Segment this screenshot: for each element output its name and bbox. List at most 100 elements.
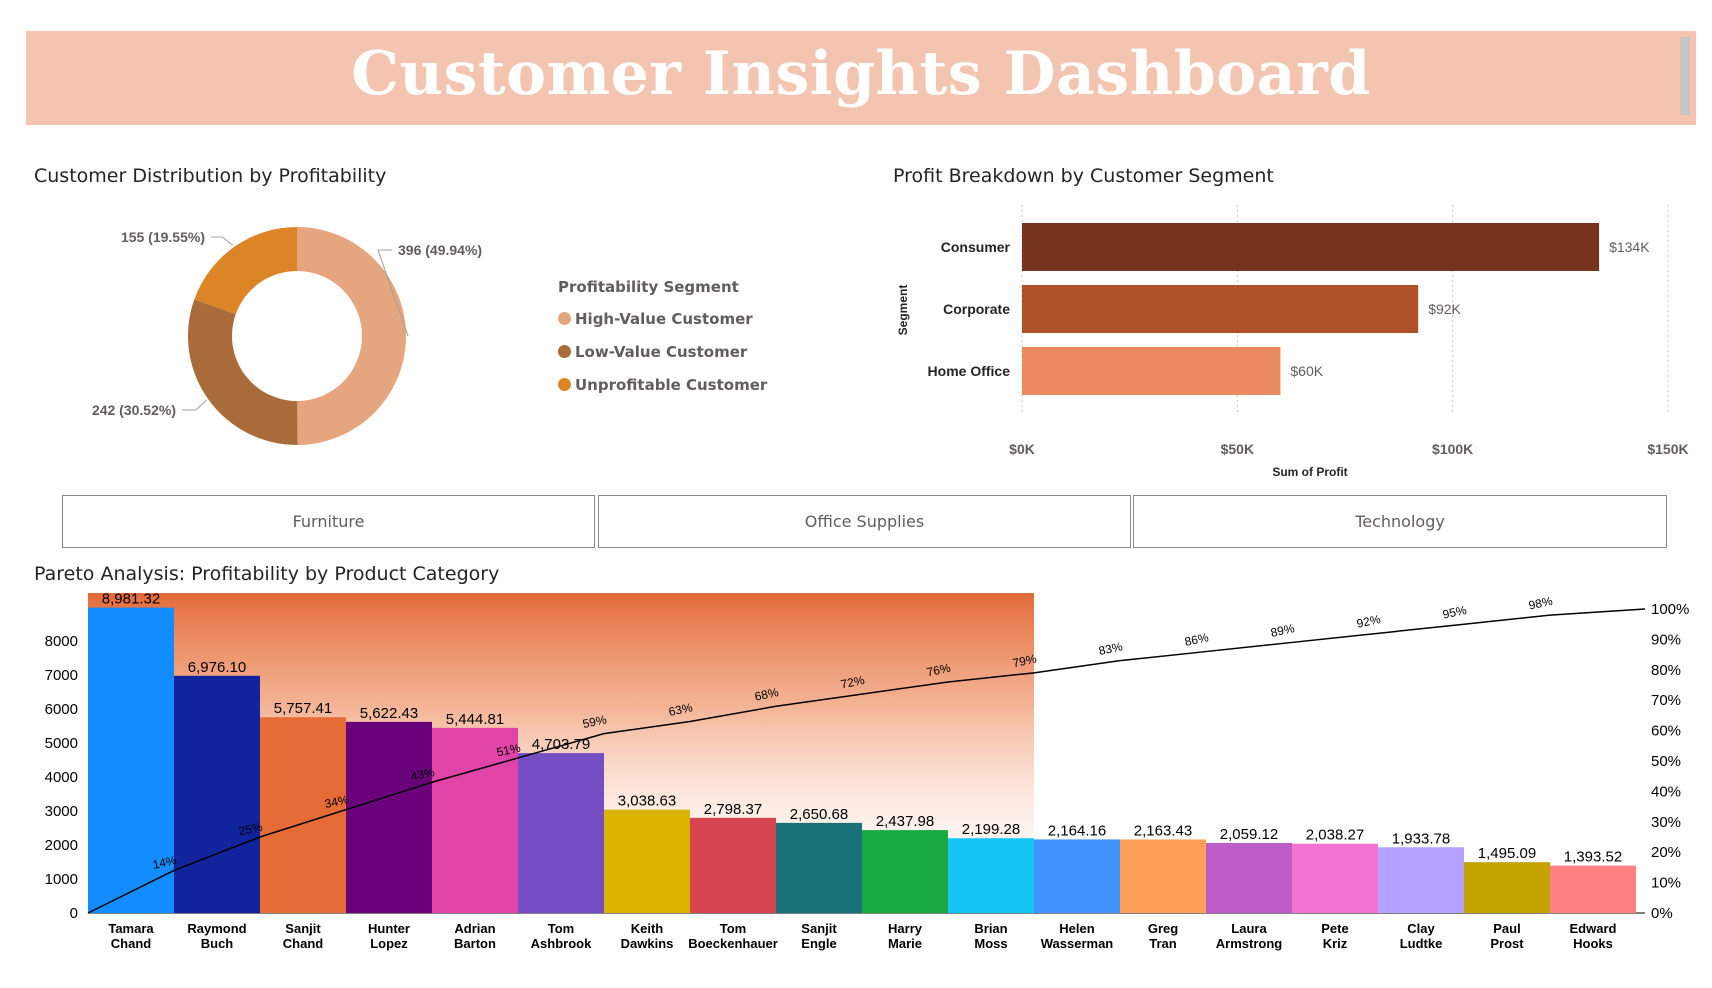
x-category-label-line2: Hooks — [1573, 936, 1613, 951]
cumulative-percent-line — [87, 608, 1646, 914]
y-tick-label: 0 — [70, 905, 78, 922]
pareto-chart: 0 1000 2000 3000 4000 5000 6000 7000 8000 0% 10% 20… — [45, 591, 1690, 951]
bar-value-label: 5,444.81 — [446, 711, 504, 728]
header-scrollbar[interactable] — [1680, 37, 1690, 115]
pareto-bar — [1464, 862, 1550, 913]
y-tick-label: 1000 — [45, 871, 78, 888]
pareto-bar — [174, 675, 260, 913]
bar-value-label: 4,703.79 — [532, 736, 590, 753]
pareto-bar — [690, 817, 776, 913]
legend-dot — [558, 312, 571, 325]
x-category-label-line2: Tran — [1149, 936, 1177, 951]
cumulative-percent-label: 76% — [925, 661, 952, 680]
x-category-label-line2: Buch — [201, 936, 234, 951]
donut-data-label: 155 (19.55%) — [121, 229, 205, 245]
x-category-label-line1: Tamara — [108, 921, 154, 936]
donut-leader-line — [377, 249, 409, 336]
bar-value-label: 5,622.43 — [360, 705, 418, 722]
pareto-bar — [776, 822, 862, 913]
y-category-label: Home Office — [928, 363, 1011, 379]
pareto-bar — [1378, 847, 1464, 913]
cumulative-percent-label: 72% — [839, 673, 866, 692]
x-category-label-line2: Moss — [974, 936, 1007, 951]
x-category-label-line2: Boeckenhauer — [688, 936, 778, 951]
legend-dot — [558, 378, 571, 391]
cumulative-percent-label: 63% — [667, 700, 694, 719]
slicer-technology[interactable]: Technology — [1133, 495, 1667, 548]
y-tick-label: 2000 — [45, 837, 78, 854]
y-tick-label: 7000 — [45, 667, 78, 684]
bar-value-label: 2,038.27 — [1306, 827, 1364, 844]
x-category-label-line1: Paul — [1493, 921, 1520, 936]
bar-chart-title: Profit Breakdown by Customer Segment — [893, 165, 1274, 187]
header-banner: Customer Insights Dashboard — [26, 31, 1696, 125]
y-tick-label: 8000 — [45, 633, 78, 650]
cumulative-percent-label: 51% — [495, 741, 522, 760]
y2-tick-label: 100% — [1651, 601, 1689, 618]
x-category-label-line1: Raymond — [187, 921, 246, 936]
legend-item-high-value[interactable]: High-Value Customer — [558, 302, 767, 335]
bar-data-label: $60K — [1290, 363, 1323, 379]
bar-data-label: $134K — [1609, 239, 1650, 255]
cumulative-percent-label: 14% — [151, 853, 178, 872]
x-category-label-line1: Tom — [720, 921, 746, 936]
legend-label: Unprofitable Customer — [575, 375, 768, 394]
x-category-label-line1: Adrian — [454, 921, 495, 936]
x-category-label-line2: Chand — [283, 936, 324, 951]
donut-data-label: 242 (30.52%) — [92, 402, 176, 418]
x-category-label-line1: Laura — [1231, 921, 1267, 936]
legend-item-low-value[interactable]: Low-Value Customer — [558, 335, 767, 368]
x-category-label-line1: Greg — [1148, 921, 1178, 936]
x-category-label-line2: Barton — [454, 936, 496, 951]
donut-slice — [194, 227, 297, 315]
cumulative-percent-label: 86% — [1183, 630, 1210, 649]
y2-tick-label: 10% — [1651, 875, 1681, 892]
y2-tick-label: 60% — [1651, 723, 1681, 740]
x-category-label-line1: Tom — [548, 921, 574, 936]
bar-value-label: 2,437.98 — [876, 813, 934, 830]
bar-value-label: 2,059.12 — [1220, 826, 1278, 843]
pareto-chart-title: Pareto Analysis: Profitability by Produc… — [34, 563, 500, 585]
legend-dot — [558, 345, 571, 358]
cumulative-percent-label: 68% — [753, 685, 780, 704]
legend-item-unprofitable[interactable]: Unprofitable Customer — [558, 368, 767, 401]
y2-tick-label: 90% — [1651, 631, 1681, 648]
bar-value-label: 3,038.63 — [618, 793, 676, 810]
cumulative-percent-label: 25% — [237, 820, 264, 839]
bar-home-office — [1022, 347, 1281, 395]
donut-slice — [297, 227, 406, 445]
x-tick-label: $150K — [1647, 441, 1688, 457]
x-category-label-line1: Helen — [1059, 921, 1094, 936]
y2-tick-label: 80% — [1651, 662, 1681, 679]
bar-value-label: 2,163.43 — [1134, 822, 1192, 839]
bar-value-label: 8,981.32 — [102, 591, 160, 608]
bar-value-label: 2,164.16 — [1048, 822, 1106, 839]
pareto-bar — [1206, 842, 1292, 913]
slicer-office-supplies[interactable]: Office Supplies — [598, 495, 1131, 548]
slicer-furniture[interactable]: Furniture — [62, 495, 595, 548]
y-tick-label: 4000 — [45, 769, 78, 786]
x-category-label-line1: Harry — [888, 921, 923, 936]
x-category-label-line2: Chand — [111, 936, 152, 951]
x-category-label-line1: Sanjit — [285, 921, 321, 936]
bar-value-label: 2,199.28 — [962, 821, 1020, 838]
donut-chart-title: Customer Distribution by Profitability — [34, 165, 387, 187]
cumulative-percent-label: 92% — [1355, 612, 1382, 631]
donut-data-label: 396 (49.94%) — [398, 242, 482, 258]
y2-tick-label: 70% — [1651, 692, 1681, 709]
y2-tick-label: 30% — [1651, 814, 1681, 831]
x-category-label-line2: Engle — [801, 936, 836, 951]
pareto-bar — [1292, 843, 1378, 913]
x-category-label-line2: Dawkins — [621, 936, 674, 951]
bar-data-label: $92K — [1428, 301, 1461, 317]
y2-tick-label: 50% — [1651, 753, 1681, 770]
cumulative-percent-label: 59% — [581, 712, 608, 731]
x-category-label-line1: Sanjit — [801, 921, 837, 936]
x-category-label-line1: Edward — [1570, 921, 1617, 936]
x-category-label-line2: Marie — [888, 936, 922, 951]
x-category-label-line2: Armstrong — [1216, 936, 1283, 951]
x-category-label-line1: Brian — [974, 921, 1007, 936]
y2-tick-label: 20% — [1651, 844, 1681, 861]
pareto-bar — [1120, 839, 1206, 913]
pareto-bar — [432, 727, 518, 913]
